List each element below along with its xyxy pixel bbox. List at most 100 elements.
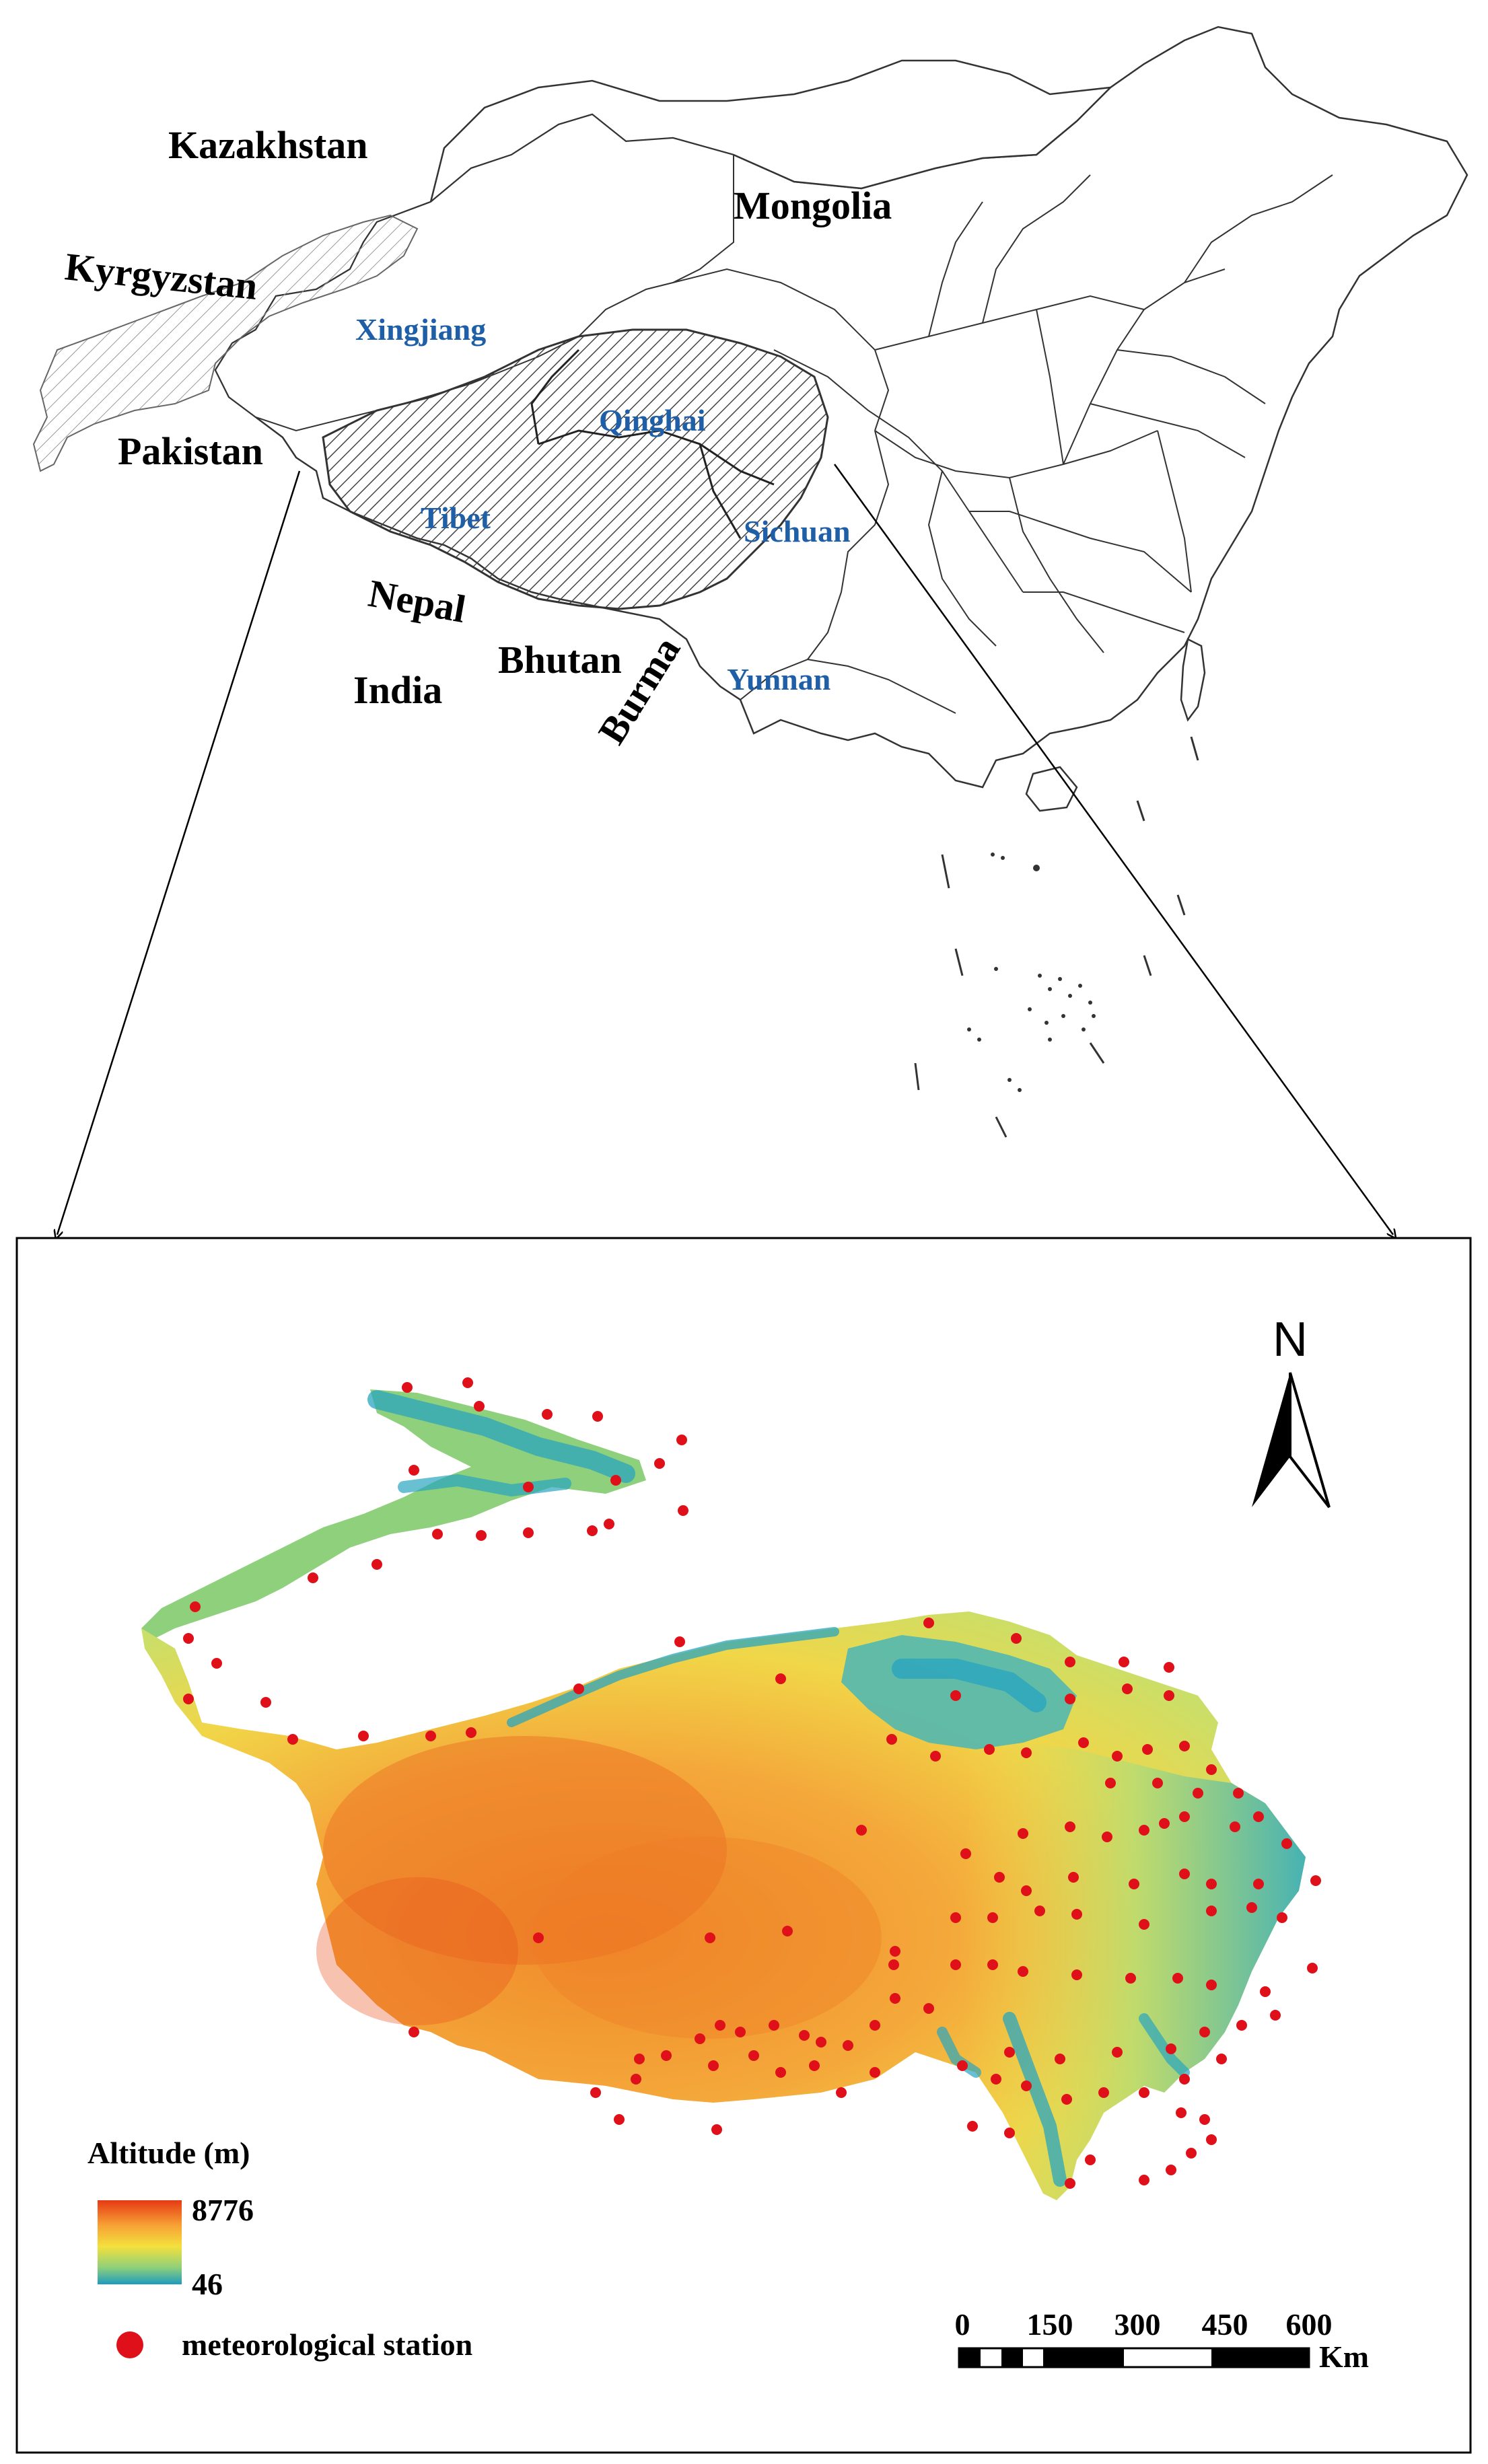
legend-max-value: 8776	[192, 2193, 254, 2227]
legend-station-symbol	[116, 2331, 143, 2358]
meteorological-station-marker	[1206, 1764, 1217, 1775]
province-boundaries	[672, 174, 1333, 714]
legend-gradient-bar	[98, 2200, 182, 2284]
meteorological-station-marker	[476, 1530, 487, 1541]
meteorological-station-marker	[1277, 1912, 1287, 1923]
meteorological-station-marker	[1253, 1879, 1264, 1889]
scale-unit: Km	[1319, 2340, 1369, 2374]
meteorological-station-marker	[1139, 2087, 1149, 2098]
meteorological-station-marker	[890, 1946, 900, 1957]
meteorological-station-marker	[1164, 1662, 1174, 1673]
meteorological-station-marker	[1098, 2087, 1109, 2098]
label-india: India	[353, 668, 442, 712]
north-arrow-icon	[1252, 1373, 1290, 1507]
meteorological-station-marker	[748, 2050, 759, 2061]
scale-bar: 0 150 300 450 600 Km	[955, 2307, 1370, 2374]
meteorological-station-marker	[1199, 2114, 1210, 2125]
hainan-island	[1025, 766, 1078, 812]
meteorological-station-marker	[1004, 2047, 1015, 2058]
legend-station-label: meteorological station	[182, 2327, 472, 2362]
meteorological-station-marker	[1021, 1747, 1032, 1758]
meteorological-station-marker	[886, 1734, 897, 1745]
meteorological-station-marker	[466, 1727, 476, 1738]
meteorological-station-marker	[1018, 1828, 1028, 1839]
meteorological-station-marker	[957, 2060, 968, 2071]
label-xingjiang: Xingjiang	[355, 312, 486, 347]
meteorological-station-marker	[604, 1519, 614, 1529]
meteorological-station-marker	[695, 2033, 705, 2044]
meteorological-station-marker	[614, 2114, 625, 2125]
meteorological-station-marker	[870, 2067, 880, 2078]
meteorological-station-marker	[1105, 1778, 1116, 1788]
island-dots	[967, 853, 1096, 1092]
meteorological-station-marker	[432, 1529, 443, 1539]
meteorological-station-marker	[358, 1731, 369, 1741]
meteorological-station-marker	[1021, 1885, 1032, 1896]
meteorological-station-marker	[1112, 1751, 1123, 1762]
scale-tick-600: 600	[1286, 2307, 1333, 2342]
meteorological-station-marker	[592, 1411, 603, 1422]
plateau-eastern-slope	[962, 1743, 1306, 2200]
meteorological-station-marker	[1206, 1906, 1217, 1916]
meteorological-station-marker	[1206, 1980, 1217, 1990]
label-pakistan: Pakistan	[118, 429, 263, 473]
meteorological-station-marker	[809, 2060, 820, 2071]
meteorological-station-marker	[890, 1993, 900, 2004]
meteorological-station-marker	[1166, 2043, 1176, 2054]
label-kazakhstan: Kazakhstan	[168, 123, 368, 167]
meteorological-station-marker	[1125, 1973, 1136, 1984]
meteorological-station-marker	[769, 2020, 779, 2031]
meteorological-station-marker	[1270, 2010, 1281, 2021]
meteorological-station-marker	[1139, 1919, 1149, 1930]
meteorological-station-marker	[1179, 1811, 1190, 1822]
meteorological-station-marker	[1281, 1838, 1292, 1849]
meteorological-station-marker	[474, 1401, 485, 1412]
meteorological-station-marker	[676, 1435, 687, 1445]
meteorological-station-marker	[1216, 2054, 1227, 2064]
meteorological-station-marker	[1139, 1825, 1149, 1836]
meteorological-station-marker	[1018, 1966, 1028, 1977]
label-kyrgyzstan: Kyrgyzstan	[63, 244, 260, 308]
meteorological-station-marker	[1055, 2054, 1065, 2064]
meteorological-station-marker	[1065, 2178, 1075, 2189]
meteorological-station-marker	[1011, 1633, 1022, 1644]
plateau-northwest-arm	[141, 1389, 646, 1642]
meteorological-station-marker	[735, 2027, 746, 2037]
meteorological-station-marker	[409, 1465, 419, 1476]
meteorological-station-marker	[870, 2020, 880, 2031]
meteorological-station-marker	[1085, 2154, 1096, 2165]
meteorological-station-marker	[1164, 1690, 1174, 1701]
meteorological-station-marker	[533, 1932, 544, 1943]
label-mongolia: Mongolia	[734, 184, 892, 227]
meteorological-station-marker	[1176, 2107, 1186, 2118]
meteorological-station-marker	[987, 1912, 998, 1923]
meteorological-station-marker	[1199, 2027, 1210, 2037]
meteorological-station-marker	[183, 1694, 194, 1704]
meteorological-station-marker	[1065, 1694, 1075, 1704]
meteorological-station-marker	[1206, 2134, 1217, 2145]
meteorological-station-marker	[708, 2060, 719, 2071]
meteorological-station-marker	[1071, 1969, 1082, 1980]
meteorological-station-marker	[888, 1959, 899, 1970]
meteorological-station-marker	[1166, 2165, 1176, 2175]
meteorological-station-marker	[782, 1926, 793, 1936]
meteorological-station-marker	[1122, 1683, 1133, 1694]
meteorological-station-marker	[1065, 1657, 1075, 1667]
meteorological-station-marker	[715, 2020, 725, 2031]
meteorological-station-marker	[1004, 2128, 1015, 2138]
meteorological-station-marker	[843, 2040, 853, 2051]
meteorological-station-marker	[1129, 1879, 1139, 1889]
meteorological-station-marker	[950, 1912, 961, 1923]
meteorological-station-marker	[984, 1744, 995, 1755]
meteorological-station-marker	[1065, 1821, 1075, 1832]
north-arrow-label: N	[1273, 1313, 1308, 1367]
callout-line-right	[833, 464, 1393, 1235]
meteorological-station-marker	[950, 1959, 961, 1970]
scale-tick-450: 450	[1202, 2307, 1248, 2342]
meteorological-station-marker	[950, 1690, 961, 1701]
south-china-sea-dashes	[914, 736, 1199, 1138]
meteorological-station-marker	[775, 2067, 786, 2078]
meteorological-station-marker	[523, 1482, 534, 1492]
scale-tick-0: 0	[955, 2307, 970, 2342]
